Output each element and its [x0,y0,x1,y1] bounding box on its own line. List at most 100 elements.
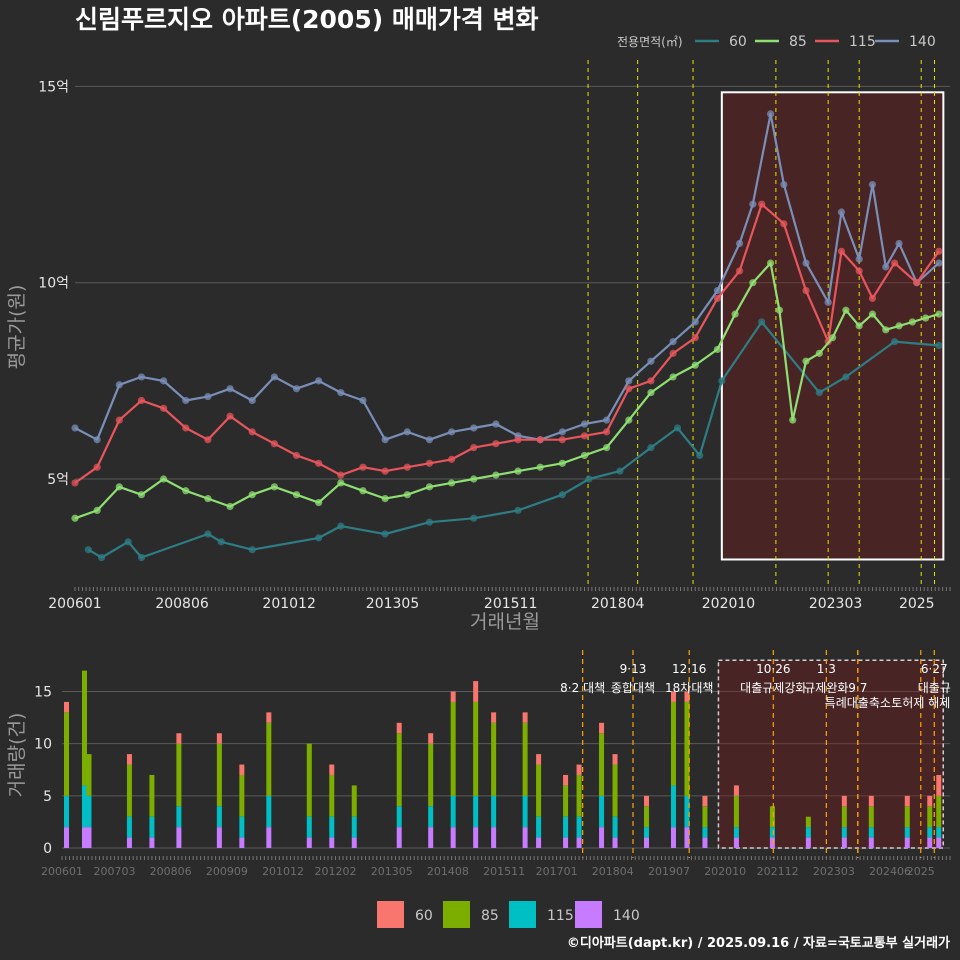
volume-bar [841,795,847,807]
volume-x-tick-label: 201012 [262,865,304,878]
volume-bar [599,722,605,734]
policy-annotation: 8·2 대책 [560,680,605,695]
policy-annotation: 1·3 [817,662,836,676]
volume-bar [927,827,933,838]
volume-bar [599,733,605,796]
volume-bar [86,754,92,796]
volume-bar [351,785,357,817]
volume-bar [868,806,874,828]
volume-x-tick-label: 201408 [427,865,469,878]
volume-bar [396,722,402,734]
volume-bar [306,816,312,838]
volume-bar [216,743,222,807]
volume-bar [176,827,182,848]
volume-bar [176,733,182,744]
volume-bar [904,837,910,848]
volume-bar [216,827,222,848]
legend-label: 140 [909,34,936,50]
x-tick-label: 202303 [809,596,862,612]
volume-bar [329,816,335,838]
policy-annotation: 10·26 [756,662,790,676]
volume-bar [612,754,618,765]
x-tick-label: 200601 [48,596,101,612]
volume-legend-swatch [377,901,404,928]
volume-y-tick-label: 15 [34,685,52,701]
volume-x-tick-label: 200909 [206,865,248,878]
volume-bar [63,701,69,713]
volume-x-tick-label: 200806 [150,865,192,878]
volume-bar [428,827,434,848]
policy-annotation: 대출규제강화 [740,681,806,695]
volume-bar [81,785,87,828]
series-line [87,320,939,559]
x-tick-label: 201804 [591,596,645,612]
volume-bar [868,827,874,838]
volume-bar [644,806,650,828]
volume-bar [266,827,272,848]
volume-bar [491,722,497,796]
series-line [74,203,940,484]
policy-annotation: 토허제 해제 [891,696,950,710]
volume-x-tick-label: 200601 [41,865,83,878]
volume-bar [491,795,497,828]
volume-bar [126,837,132,848]
volume-bar [149,837,155,848]
volume-bar [351,837,357,848]
volume-bar [266,722,272,796]
volume-legend-label: 140 [613,908,640,924]
volume-bar [936,774,942,796]
y-tick-label: 10억 [38,276,69,292]
volume-bar [491,712,497,723]
volume-bar [733,837,739,848]
y-tick-label: 5억 [47,472,69,488]
volume-bar [670,785,676,828]
volume-bar [63,712,69,796]
volume-bar [904,827,910,838]
volume-y-tick-label: 10 [34,737,52,753]
volume-bar [396,733,402,807]
volume-bar [522,712,528,723]
volume-bar [576,816,582,838]
volume-bar [563,816,569,838]
x-tick-label: 201012 [262,596,315,612]
policy-annotation: 9·13 [620,662,647,676]
volume-bar [702,806,708,828]
volume-bar [522,795,528,828]
volume-x-tick-label: 201701 [536,865,578,878]
volume-x-tick-label: 201804 [592,865,634,878]
policy-annotation: 특례대출축소 [825,696,891,710]
volume-bar [351,816,357,838]
volume-bar [126,816,132,838]
volume-bar [428,733,434,744]
volume-bar [733,795,739,828]
volume-bar [86,827,92,848]
legend-label: 115 [849,34,876,50]
policy-annotation: 12·16 [672,662,706,676]
volume-bar [450,691,456,702]
volume-bar [769,837,775,848]
volume-bar [563,774,569,786]
volume-bar [266,795,272,828]
volume-bar [216,806,222,828]
volume-bar [841,827,847,838]
policy-annotation: 규제완화 [804,681,848,695]
volume-bar [936,795,942,828]
volume-x-tick-label: 200703 [93,865,135,878]
volume-x-tick-label: 202010 [704,865,746,878]
volume-x-tick-label: 202112 [757,865,799,878]
volume-bar [868,837,874,848]
x-tick-label: 2025 [899,596,935,612]
volume-bar [599,827,605,848]
volume-bar [684,795,690,828]
volume-bar [684,691,690,702]
volume-bar [612,816,618,838]
volume-bar [927,806,933,828]
series-line [74,262,940,520]
policy-annotation: 종합대책 [611,680,655,695]
volume-bar [733,785,739,796]
volume-bar [522,827,528,848]
volume-y-axis-label: 거래량(건) [6,713,28,798]
volume-y-tick-label: 5 [43,789,52,805]
volume-bar [86,795,92,828]
